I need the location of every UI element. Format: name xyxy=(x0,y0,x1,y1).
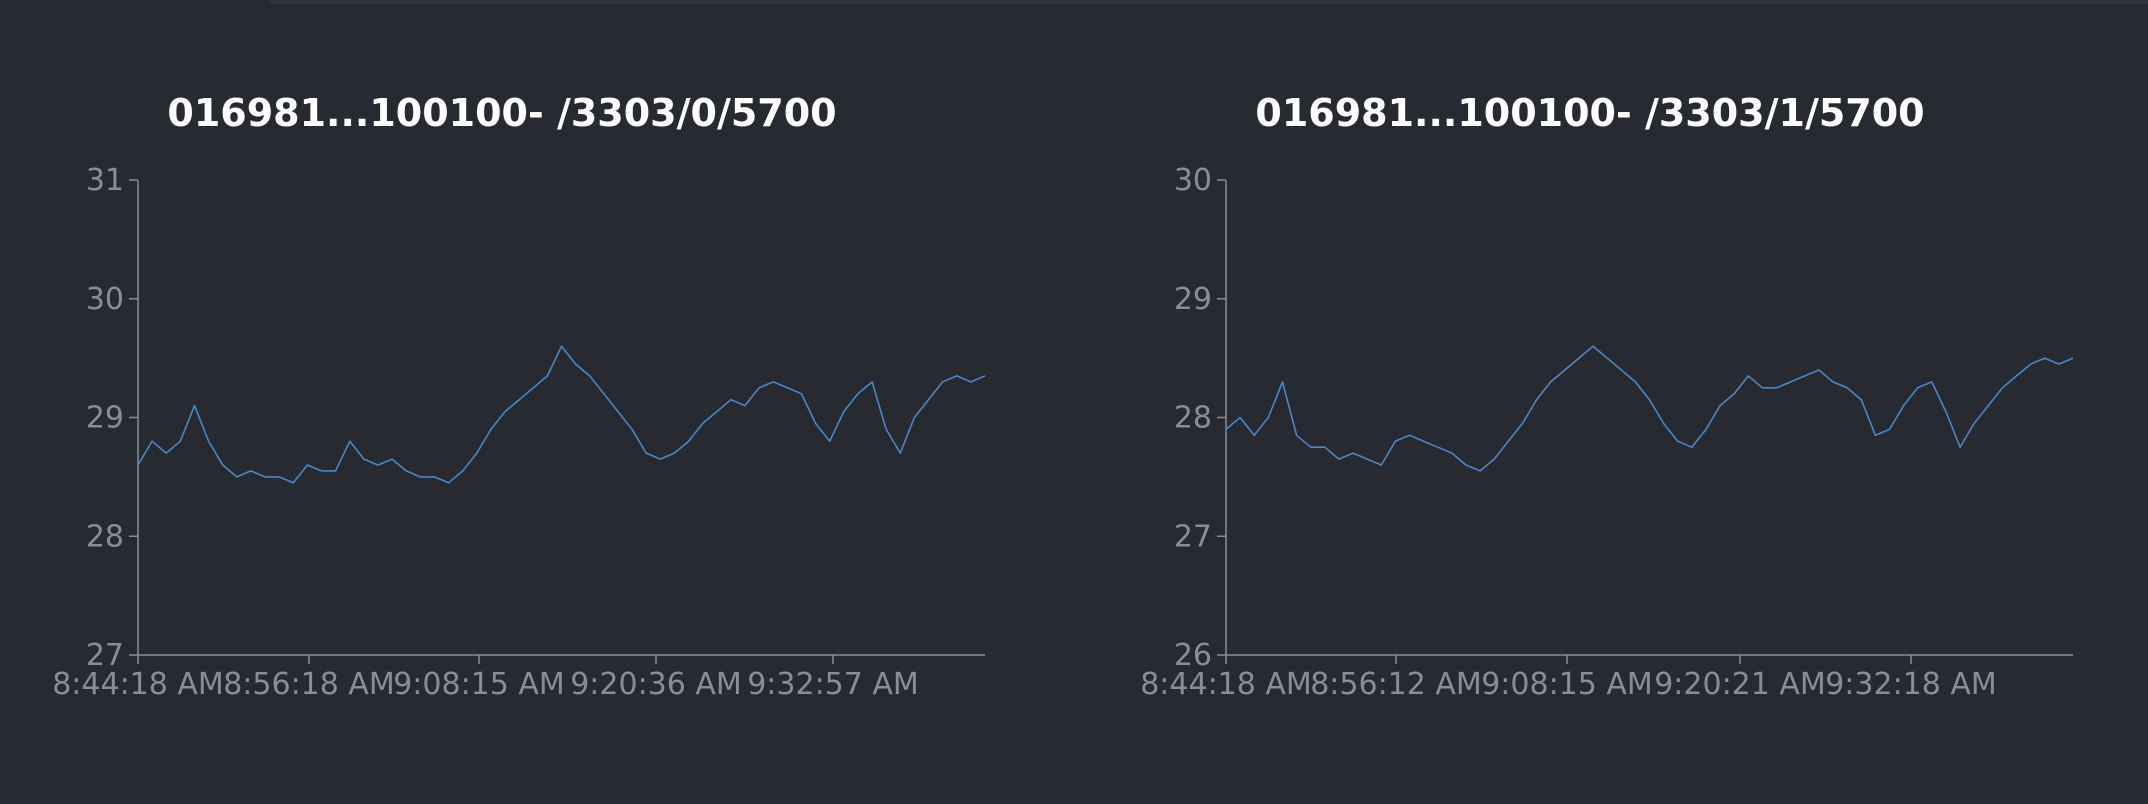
y-tick-label: 30 xyxy=(86,282,124,317)
chart-title: 016981...100100- /3303/0/5700 xyxy=(167,91,836,135)
top-divider xyxy=(270,0,2148,4)
y-tick-label: 28 xyxy=(86,519,124,554)
y-tick-label: 29 xyxy=(86,401,124,436)
chart-panel-left: 016981...100100- /3303/0/5700 27 28 29 30 31… xyxy=(52,91,986,702)
y-tick-label: 26 xyxy=(1174,638,1212,673)
y-tick-label: 30 xyxy=(1174,163,1212,198)
chart-panel-right: 016981...100100- /3303/1/5700 26 27 28 29 30… xyxy=(1140,91,2074,702)
x-tick-label: 8:44:18 AM xyxy=(52,667,224,702)
x-tick-label: 9:20:36 AM xyxy=(570,667,742,702)
x-tick-label: 8:56:12 AM xyxy=(1310,667,1482,702)
x-tick-label: 9:08:15 AM xyxy=(393,667,565,702)
y-tick-label: 31 xyxy=(86,163,124,198)
chart-title: 016981...100100- /3303/1/5700 xyxy=(1255,91,1924,135)
x-tick-label: 8:56:18 AM xyxy=(223,667,395,702)
y-tick-label: 27 xyxy=(86,638,124,673)
series-line xyxy=(1225,345,2074,472)
x-tick-label: 9:08:15 AM xyxy=(1481,667,1653,702)
series-line xyxy=(137,345,986,484)
x-tick-label: 9:20:21 AM xyxy=(1654,667,1826,702)
y-tick-label: 28 xyxy=(1174,401,1212,436)
x-tick-label: 8:44:18 AM xyxy=(1140,667,1312,702)
x-tick-label: 9:32:18 AM xyxy=(1825,667,1997,702)
y-tick-label: 29 xyxy=(1174,282,1212,317)
x-tick-label: 9:32:57 AM xyxy=(747,667,919,702)
y-tick-label: 27 xyxy=(1174,519,1212,554)
